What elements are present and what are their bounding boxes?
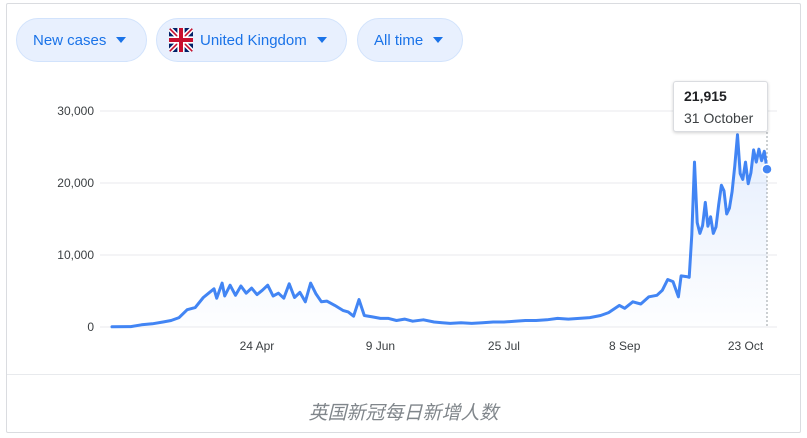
caret-down-icon: [433, 37, 444, 43]
caret-down-icon: [316, 37, 327, 43]
time-range-dropdown-label: All time: [374, 31, 424, 49]
uk-flag-icon: [169, 28, 193, 52]
tooltip-value: 21,915: [684, 88, 727, 104]
x-tick-label: 23 Oct: [728, 339, 764, 353]
caret-down-icon: [116, 37, 127, 43]
y-tick-label: 0: [87, 320, 94, 334]
y-tick-label: 30,000: [57, 104, 94, 118]
highlight-point[interactable]: [761, 163, 773, 175]
metric-dropdown-label: New cases: [33, 31, 107, 49]
metric-dropdown[interactable]: New cases: [16, 18, 147, 62]
x-tick-label: 25 Jul: [488, 339, 520, 353]
y-tick-label: 20,000: [57, 176, 94, 190]
x-tick-label: 9 Jun: [366, 339, 395, 353]
x-tick-label: 24 Apr: [240, 339, 275, 353]
chart-tooltip: 21,915 31 October: [673, 81, 768, 132]
region-dropdown-label: United Kingdom: [200, 31, 307, 49]
chart-caption: 英国新冠每日新增人数: [308, 402, 499, 424]
tooltip-date: 31 October: [684, 110, 754, 126]
chart-card: [6, 3, 801, 433]
divider: [7, 374, 800, 375]
series-line[interactable]: [110, 133, 769, 329]
x-tick-label: 8 Sep: [609, 339, 641, 353]
region-dropdown[interactable]: United Kingdom: [156, 18, 347, 62]
y-tick-label: 10,000: [57, 248, 94, 262]
new-cases-chart[interactable]: 0 10,000 20,000 30,000 24 Apr 9 Jun 25 Jul 8 Se…: [0, 0, 807, 370]
area-fill: [112, 134, 767, 327]
time-range-dropdown[interactable]: All time: [357, 18, 463, 62]
